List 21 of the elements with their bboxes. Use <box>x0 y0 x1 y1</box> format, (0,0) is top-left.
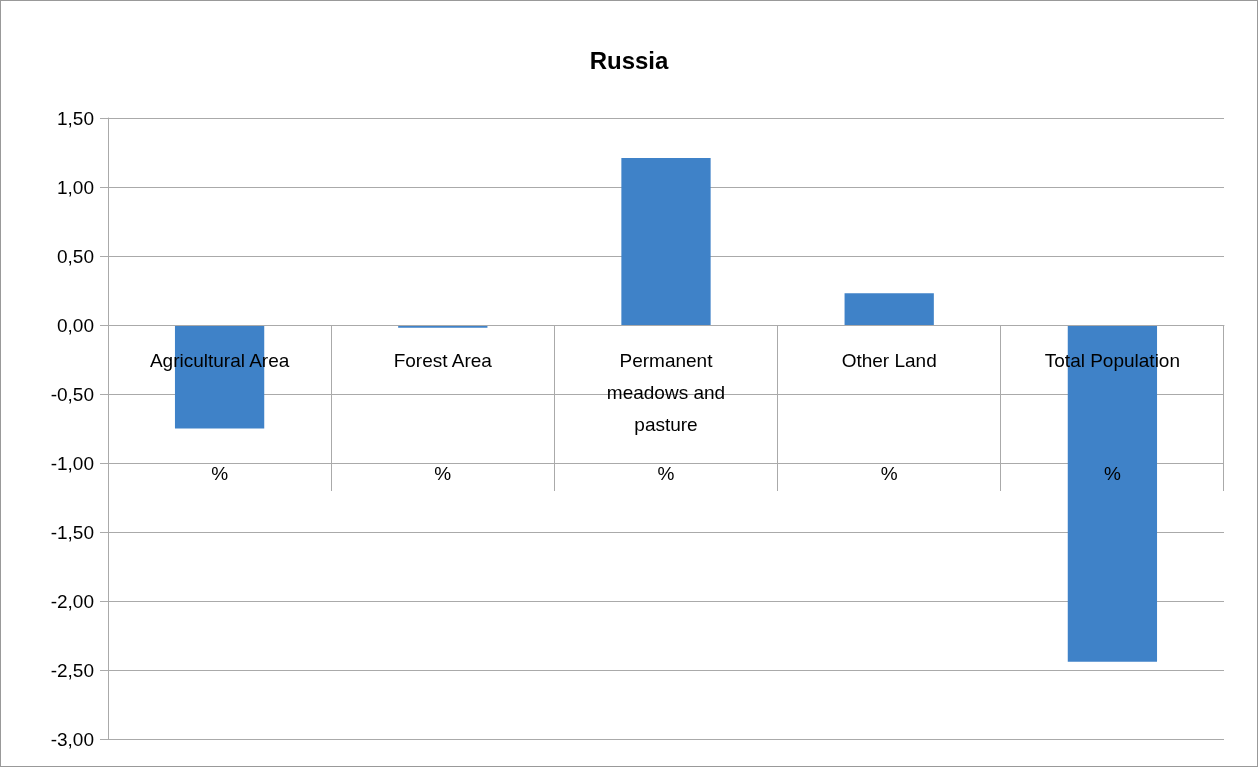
y-tick-label: 1,00 <box>57 176 94 198</box>
y-tick-label: -2,00 <box>50 590 94 612</box>
x-tick-label: Other Land <box>840 349 938 373</box>
x-tick-label: Forest Area <box>392 349 493 373</box>
annotation: % <box>433 463 453 485</box>
annotation: % <box>656 463 676 485</box>
y-tick-label: -1,00 <box>50 452 94 474</box>
annotation: % <box>210 463 230 485</box>
y-tick-label: 0,50 <box>57 245 94 267</box>
y-tick-label: 0,00 <box>57 314 94 336</box>
y-tick-label: 1,50 <box>57 107 94 129</box>
annotation: % <box>1102 463 1122 485</box>
bar <box>844 293 934 325</box>
y-tick-label: -1,50 <box>50 521 94 543</box>
y-tick-label: -2,50 <box>50 659 94 681</box>
y-tick-label: -3,00 <box>50 728 94 750</box>
y-tick-label: -0,50 <box>50 383 94 405</box>
bar <box>621 158 711 325</box>
chart-title: Russia <box>589 46 669 74</box>
annotation: % <box>879 463 899 485</box>
x-tick-label: Permanent meadows and pasture <box>605 349 727 437</box>
